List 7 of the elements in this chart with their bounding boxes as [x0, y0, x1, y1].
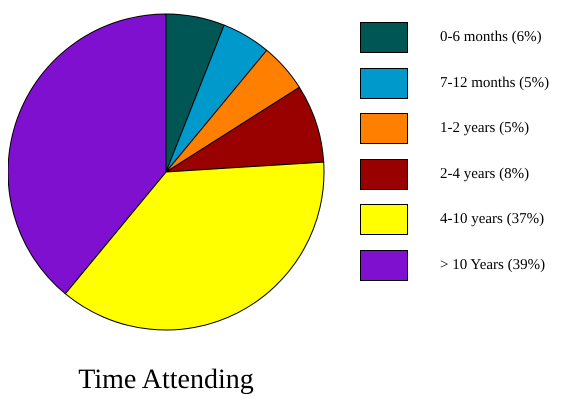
- legend-label: 1-2 years (5%): [440, 120, 530, 138]
- legend-label: 4-10 years (37%): [440, 211, 544, 228]
- text: Time Attending: [77, 364, 255, 396]
- legend-label: 2-4 years (8%): [440, 166, 530, 183]
- legend-label: 7-12 months (5%): [440, 74, 550, 92]
- legend-label: > 10 Years (39%): [440, 256, 546, 274]
- legend-label: 0-6 months (6%): [440, 29, 542, 46]
